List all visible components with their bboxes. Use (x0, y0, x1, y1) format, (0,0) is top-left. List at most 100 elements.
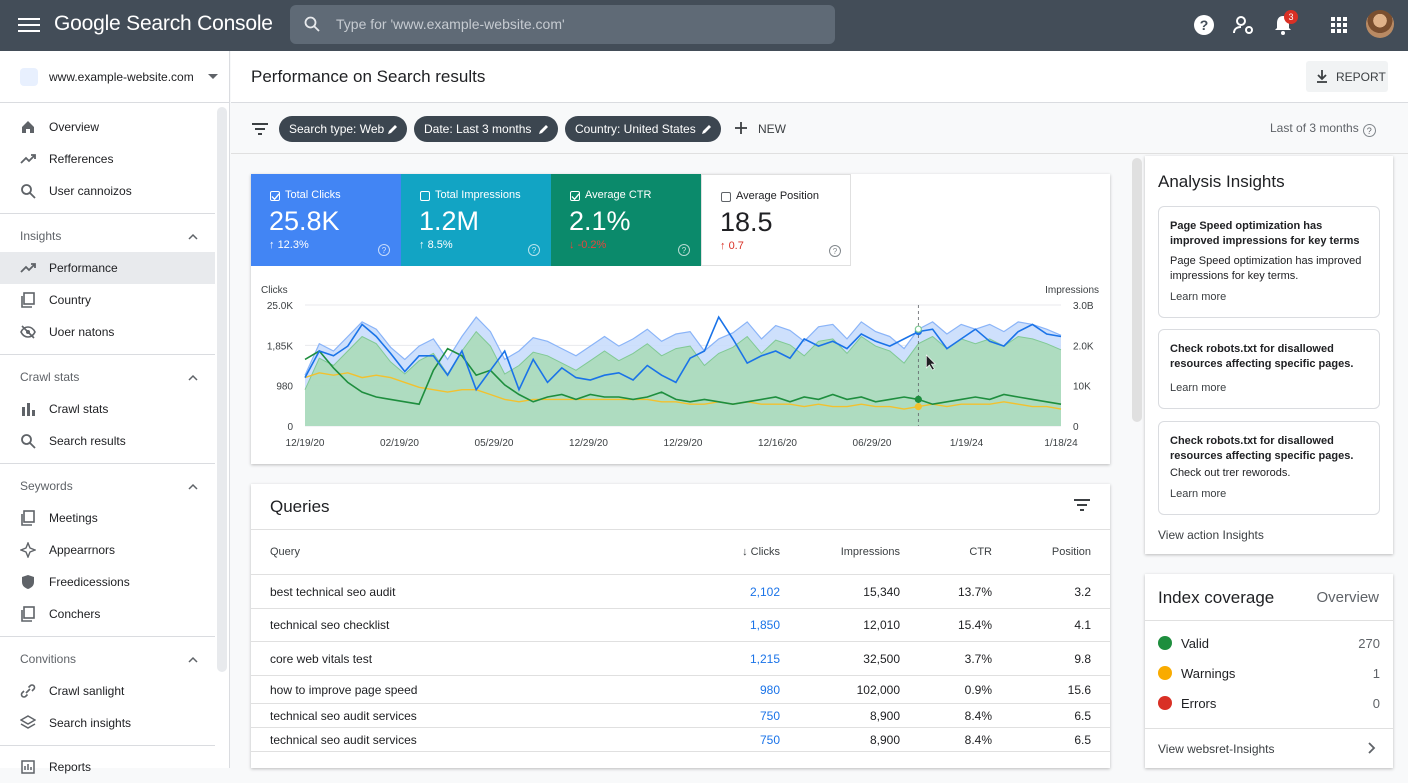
sidebar-item-refferences[interactable]: Refferences (0, 143, 215, 175)
checkbox-checked-icon[interactable] (270, 191, 280, 201)
edit-icon[interactable] (701, 123, 713, 135)
learn-more-link[interactable]: Learn more (1170, 291, 1227, 303)
column-header-query[interactable]: Query (270, 546, 300, 558)
checkbox-icon[interactable] (420, 191, 430, 201)
column-header-ctr[interactable]: CTR (969, 546, 992, 558)
query-cell[interactable]: technical seo checklist (270, 618, 390, 632)
sidebar-item-user-cannoizos[interactable]: User cannoizos (0, 175, 215, 207)
view-coverage-link[interactable]: View websret-Insights (1158, 742, 1275, 756)
query-cell[interactable]: how to improve page speed (270, 683, 418, 697)
user-settings-icon[interactable] (1232, 13, 1256, 37)
query-cell[interactable]: core web vitals test (270, 652, 373, 666)
sidebar-scrollbar[interactable] (217, 107, 227, 672)
edit-icon[interactable] (387, 123, 399, 135)
x-tick-label: 12/19/20 (286, 438, 325, 449)
help-icon[interactable]: ? (1192, 13, 1216, 37)
chevron-right-icon[interactable] (1367, 742, 1377, 754)
property-name: www.example-website.com (49, 70, 194, 84)
insight-heading: Page Speed optimization has improved imp… (1170, 220, 1360, 247)
sidebar-item-search-insights[interactable]: Search insights (0, 707, 215, 739)
sidebar-item-meetings[interactable]: Meetings (0, 502, 215, 534)
table-row[interactable]: how to improve page speed 980 102,000 0.9% 1… (251, 676, 1110, 704)
insight-card[interactable]: Page Speed optimization has improved imp… (1158, 206, 1380, 318)
metric-tile-total-clicks[interactable]: Total Clicks 25.8K ↑ 12.3%? (251, 174, 401, 266)
property-selector[interactable]: www.example-website.com (0, 51, 230, 103)
metric-tile-average-position[interactable]: Average Position 18.5 ↑ 0.7? (701, 174, 851, 266)
impressions-cell: 8,900 (869, 709, 900, 723)
chevron-up-icon (188, 483, 198, 490)
help-circle-icon[interactable]: ? (829, 245, 841, 257)
table-row[interactable]: technical seo audit services 750 8,900 8.4%… (251, 704, 1110, 728)
filter-icon[interactable] (1073, 497, 1091, 513)
learn-more-link[interactable]: Learn more (1170, 488, 1227, 500)
sidebar-item-conchers[interactable]: Conchers (0, 598, 215, 630)
filter-chip-search-type[interactable]: Search type: Web (279, 116, 407, 142)
coverage-row-errors[interactable]: Errors 0 (1158, 693, 1380, 713)
apps-grid-icon[interactable] (1327, 13, 1351, 37)
learn-more-link[interactable]: Learn more (1170, 382, 1227, 394)
insight-card[interactable]: Check robots.txt for disallowed resource… (1158, 329, 1380, 409)
report-button[interactable]: REPORT (1306, 61, 1388, 92)
coverage-row-valid[interactable]: Valid 270 (1158, 633, 1380, 653)
metric-tile-total-impressions[interactable]: Total Impressions 1.2M ↑ 8.5%? (401, 174, 551, 266)
app-logo[interactable]: Google Search Console (54, 12, 273, 35)
metric-label: Total Clicks (285, 189, 341, 201)
coverage-row-warnings[interactable]: Warnings 1 (1158, 663, 1380, 683)
query-cell[interactable]: best technical seo audit (270, 585, 396, 599)
sidebar-item-search-results[interactable]: Search results (0, 425, 215, 457)
column-header-clicks[interactable]: ↓ Clicks (742, 546, 780, 558)
svg-text:?: ? (1200, 17, 1209, 33)
x-tick-label: 12/29/20 (664, 438, 703, 449)
sidebar-item-overview[interactable]: Overview (0, 111, 215, 143)
table-header: Query ↓ Clicks Impressions CTR Position (251, 529, 1110, 575)
hover-point (914, 325, 922, 333)
table-row[interactable]: best technical seo audit 2,102 15,340 13.7%… (251, 575, 1110, 609)
sidebar-item-crawl-stats[interactable]: Crawl stats (0, 393, 215, 425)
checkbox-icon[interactable] (721, 192, 731, 202)
menu-icon[interactable] (18, 14, 40, 36)
metric-value: 25.8K (269, 206, 340, 236)
sidebar-item-appearrnors[interactable]: Appearrnors (0, 534, 215, 566)
column-header-impressions[interactable]: Impressions (840, 546, 900, 558)
coverage-label: Valid (1181, 636, 1209, 651)
filter-chip-country[interactable]: Country: United States (565, 116, 721, 142)
sidebar-item-country[interactable]: Country (0, 284, 215, 316)
sidebar-item-crawl-sanlight[interactable]: Crawl sanlight (0, 675, 215, 707)
sidebar-section-seywords[interactable]: Seywords (0, 470, 215, 502)
sidebar-item-label: Country (49, 293, 92, 307)
help-circle-icon[interactable]: ? (528, 244, 540, 256)
coverage-overview-link[interactable]: Overview (1316, 589, 1379, 606)
sidebar-item-label: User cannoizos (49, 184, 132, 198)
status-dot-icon (1158, 636, 1172, 650)
metric-tile-average-ctr[interactable]: Average CTR 2.1% ↓ -0.2%? (551, 174, 701, 266)
edit-icon[interactable] (538, 123, 550, 135)
view-insights-link[interactable]: View action Insights (1158, 528, 1264, 542)
performance-chart[interactable]: 25.0K 3.0B 1,85K 2.0K 980 10K 0 0 Clicks Impressi… (251, 274, 1110, 464)
table-row[interactable]: technical seo checklist 1,850 12,010 15.4% 4… (251, 608, 1110, 642)
query-cell[interactable]: technical seo audit services (270, 733, 417, 747)
column-header-position[interactable]: Position (1051, 546, 1091, 558)
main-scrollbar[interactable] (1132, 158, 1142, 422)
filter-icon[interactable] (251, 121, 269, 137)
insight-card[interactable]: Check robots.txt for disallowed resource… (1158, 421, 1380, 515)
position-cell: 9.8 (1074, 652, 1091, 666)
table-row[interactable]: core web vitals test 1,215 32,500 3.7% 9.8 (251, 642, 1110, 676)
sidebar-section-convitions[interactable]: Convitions (0, 643, 215, 675)
checkbox-checked-icon[interactable] (570, 191, 580, 201)
sidebar-section-crawl-stats[interactable]: Crawl stats (0, 361, 215, 393)
help-circle-icon[interactable]: ? (1362, 124, 1376, 137)
coverage-value: 270 (1358, 636, 1380, 651)
help-circle-icon[interactable]: ? (378, 244, 390, 256)
help-circle-icon[interactable]: ? (678, 244, 690, 256)
table-row[interactable]: technical seo audit services 750 8,900 8.4%… (251, 728, 1110, 752)
avatar[interactable] (1366, 10, 1394, 38)
sidebar-item-freedicessions[interactable]: Freedicessions (0, 566, 215, 598)
filter-chip-date[interactable]: Date: Last 3 months (414, 116, 558, 142)
sidebar-section-insights[interactable]: Insights (0, 220, 215, 252)
search-input[interactable]: Type for 'www.example-website.com' (290, 5, 835, 44)
sidebar-item-performance[interactable]: Performance (0, 252, 215, 284)
sidebar-item-reports[interactable]: Reports (0, 751, 215, 783)
sidebar-item-uoer-natons[interactable]: Uoer natons (0, 316, 215, 348)
query-cell[interactable]: technical seo audit services (270, 709, 417, 723)
delta-arrow-icon: ↑ (720, 240, 729, 252)
